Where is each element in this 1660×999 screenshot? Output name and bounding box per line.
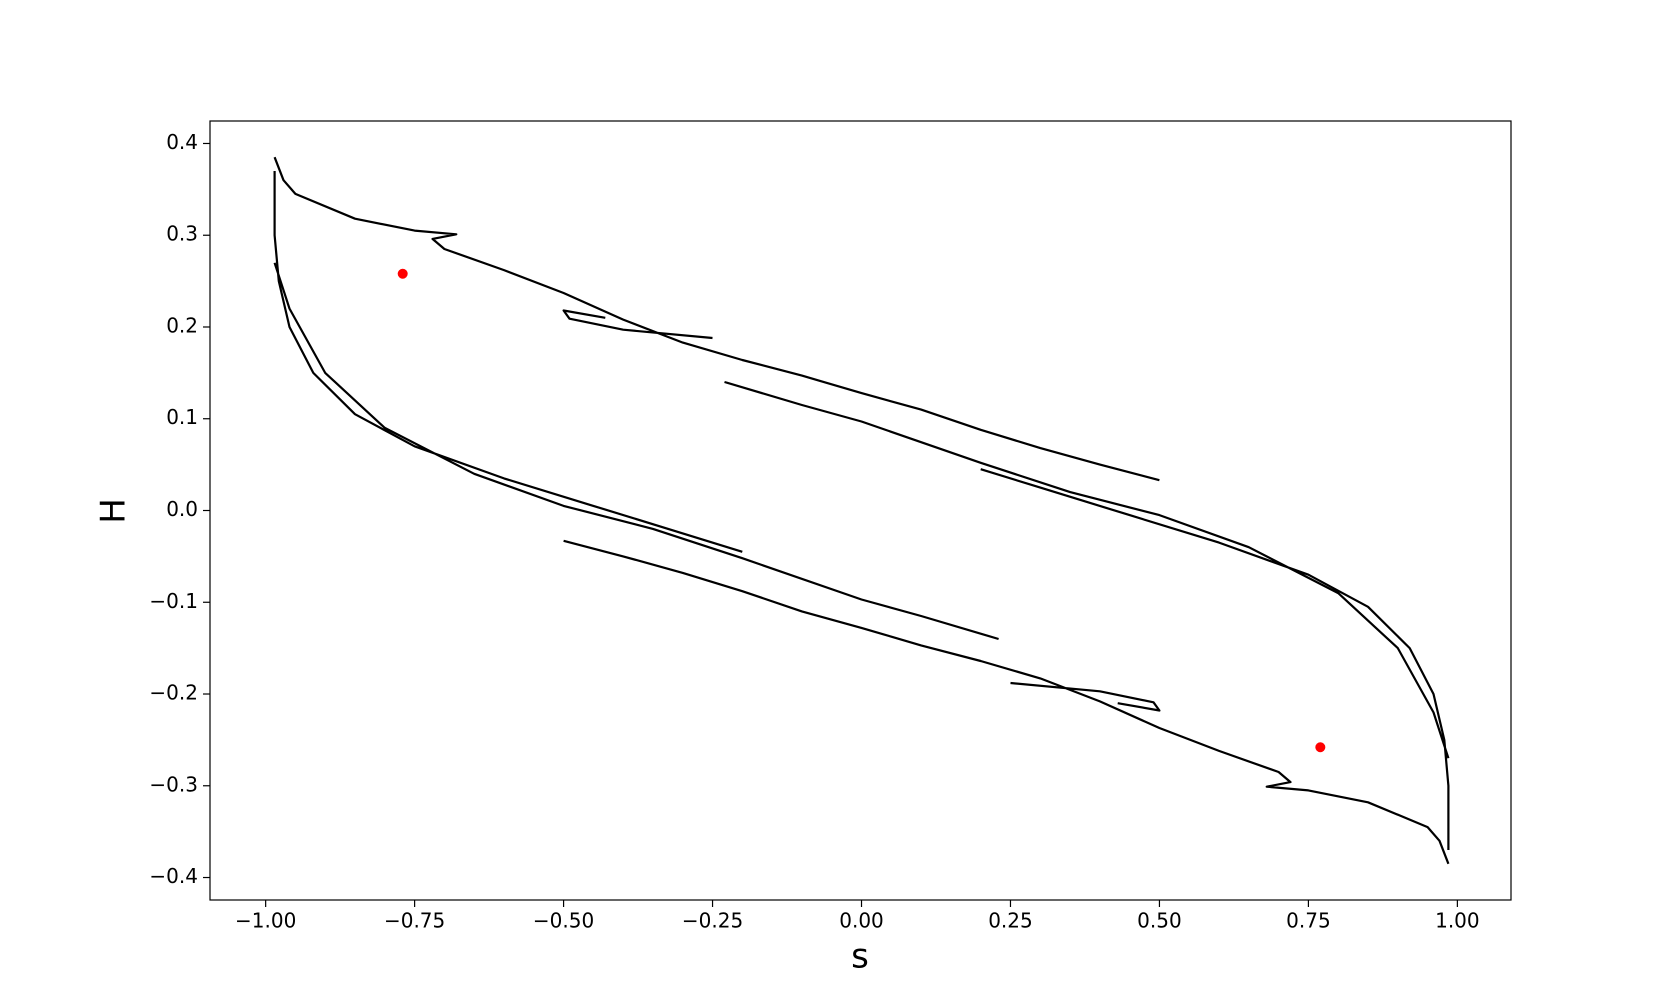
point (397, 268, 408, 279)
y-tick-label: 0.1 (166, 405, 198, 429)
y-tick-label: −0.4 (149, 864, 198, 888)
y-tick-label: −0.3 (149, 772, 198, 796)
x-tick-label: 0.50 (1137, 909, 1182, 933)
y-tick-label: −0.1 (149, 589, 198, 613)
y-tick-label: 0.2 (166, 313, 198, 337)
x-tick-label: −0.75 (384, 909, 445, 933)
y-tick-label: 0.3 (166, 222, 198, 246)
x-tick-label: −0.50 (533, 909, 594, 933)
x-tick-label: 0.75 (1286, 909, 1331, 933)
x-tick-label: 0.00 (839, 909, 884, 933)
attractor-curve (273, 156, 1450, 865)
y-tick-label: 0.0 (166, 497, 198, 521)
x-tick-label: −1.00 (235, 909, 296, 933)
y-axis-label: H (94, 498, 134, 524)
y-tick-label: −0.2 (149, 681, 198, 705)
x-tick-label: 0.25 (988, 909, 1033, 933)
plot-frame (209, 120, 1512, 901)
y-tick-label: 0.4 (166, 130, 198, 154)
point (1315, 742, 1326, 753)
x-tick-label: 1.00 (1435, 909, 1480, 933)
x-tick-label: −0.25 (682, 909, 743, 933)
x-axis-label: s (851, 937, 869, 977)
